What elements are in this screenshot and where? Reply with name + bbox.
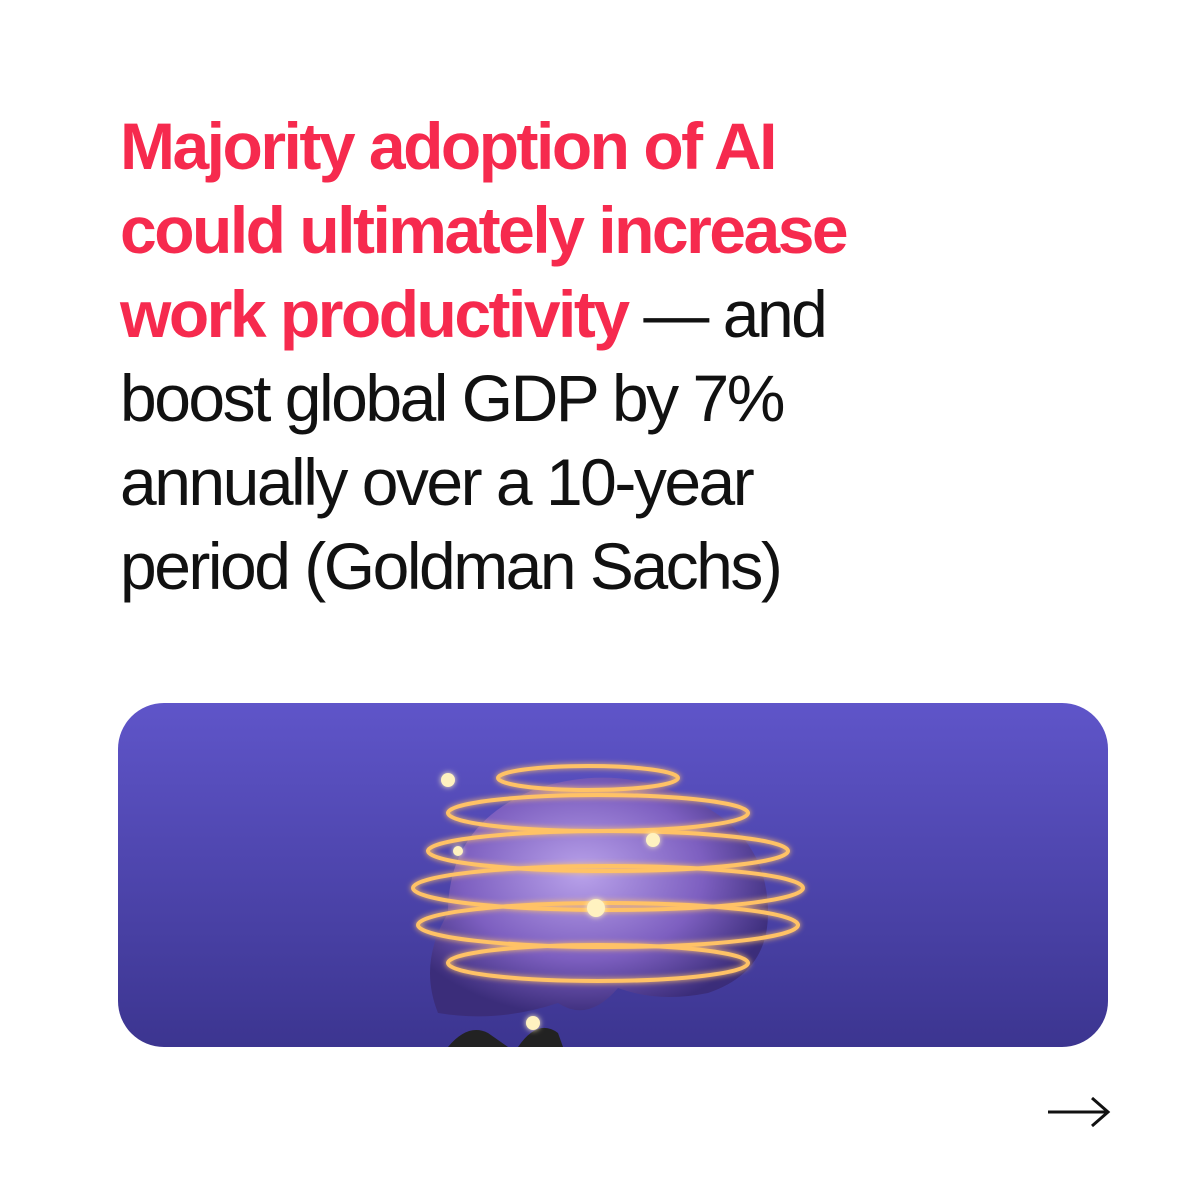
body-text: — and [643, 277, 827, 351]
next-arrow[interactable] [1046, 1094, 1112, 1130]
body-line: period (Goldman Sachs) [120, 529, 783, 603]
mixed-line: work productivity — and [120, 272, 846, 356]
brain [430, 777, 768, 1017]
brain-image [118, 703, 1108, 1047]
highlight-line: could ultimately increase [120, 193, 849, 267]
body-line: annually over a 10-year [120, 445, 755, 519]
body-line: boost global GDP by 7% [120, 361, 785, 435]
sparks [441, 773, 660, 1030]
headline: Majority adoption of AI could ultimately… [120, 104, 849, 608]
highlight-text: work productivity [120, 277, 630, 351]
rings [411, 764, 805, 983]
highlight-line: Majority adoption of AI [120, 109, 778, 183]
stem [448, 1027, 563, 1047]
